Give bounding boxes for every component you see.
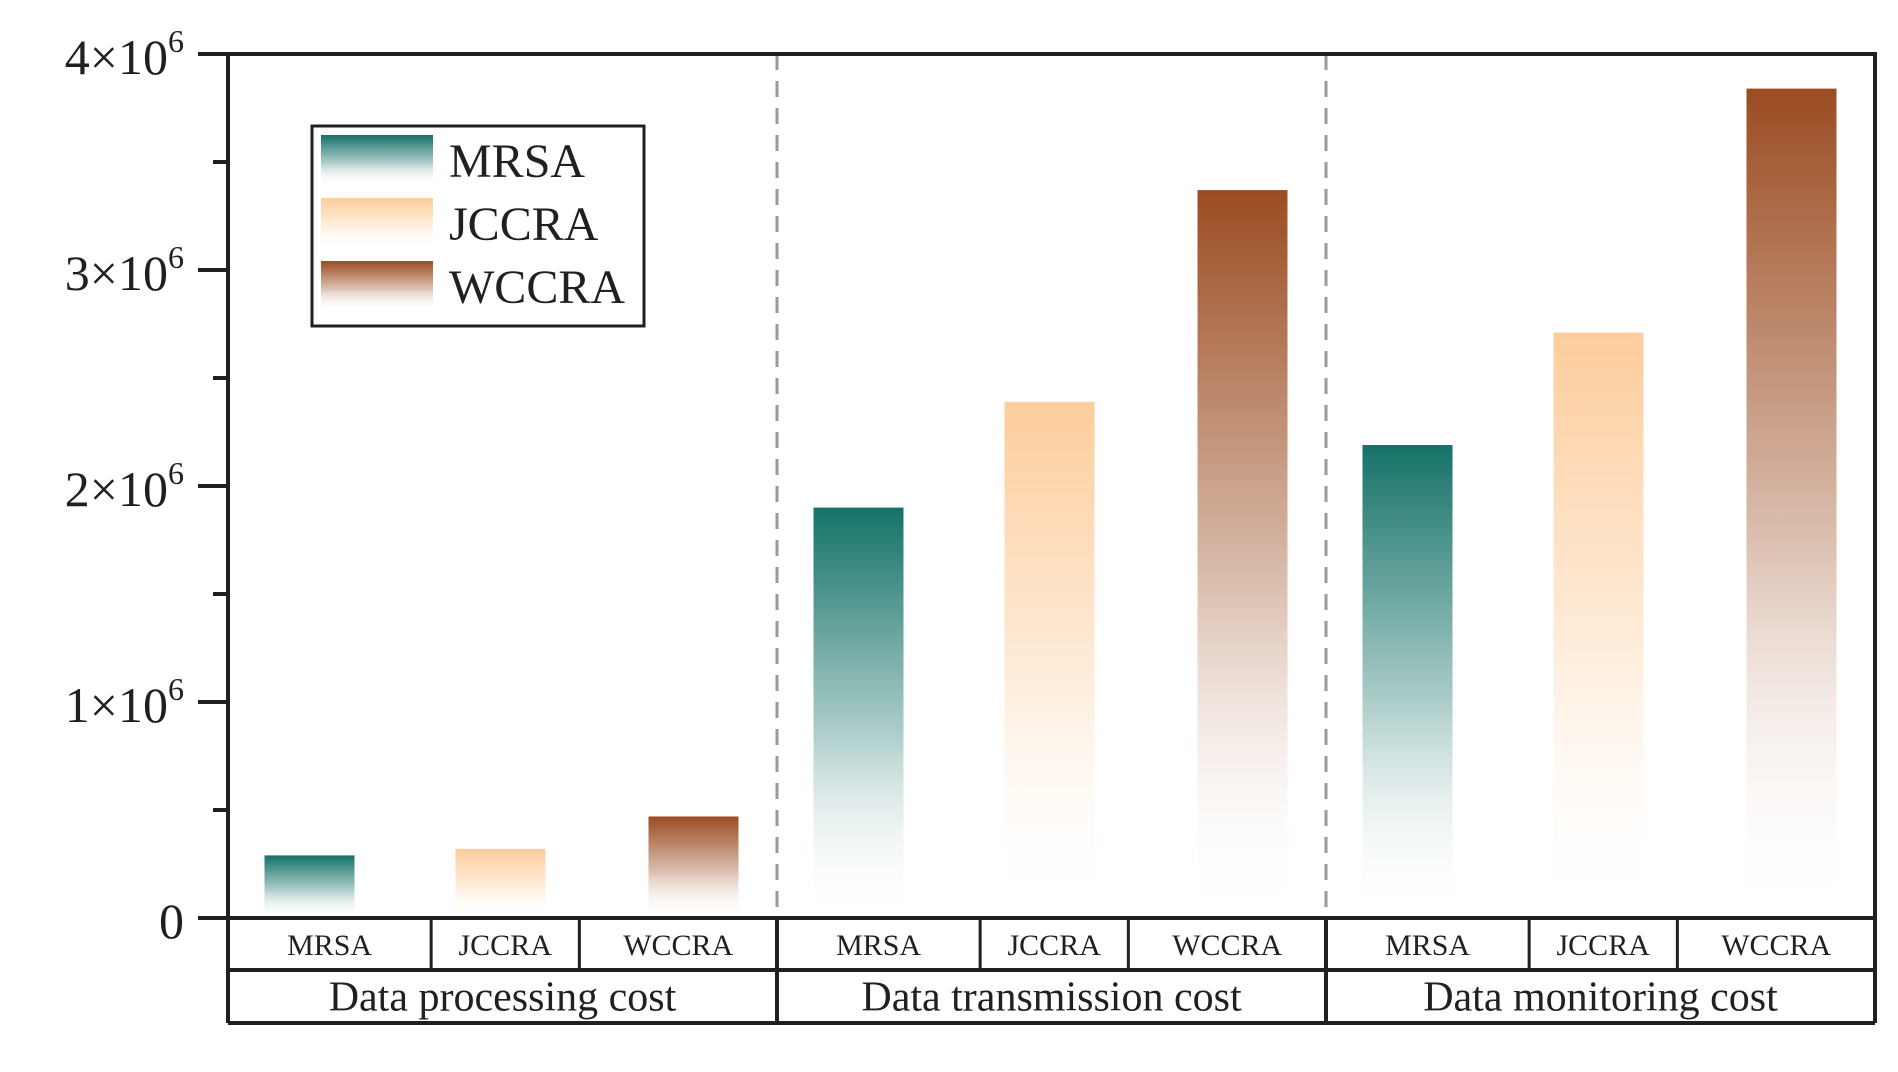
bars-layer <box>264 88 1837 919</box>
legend-swatch-jccra <box>321 198 433 248</box>
bar-jccra-2 <box>1004 401 1095 918</box>
group-label-2: Data transmission cost <box>861 975 1242 1021</box>
category-label-mrsa: MRSA <box>287 929 372 962</box>
y-tick-label: 0 <box>159 893 184 949</box>
category-table: MRSA JCCRA WCCRA Data processing cost MRSA JC… <box>226 918 1877 1025</box>
group-label-1: Data processing cost <box>329 975 677 1021</box>
category-label-wccra: WCCRA <box>623 929 733 962</box>
group-dividers <box>775 54 1328 918</box>
bar-jccra-3 <box>1553 332 1644 919</box>
category-label-mrsa: MRSA <box>1385 929 1470 962</box>
category-label-wccra: WCCRA <box>1721 929 1831 962</box>
legend: MRSA JCCRA WCCRA <box>310 124 646 328</box>
bar-mrsa-1 <box>264 855 355 918</box>
legend-label-wccra: WCCRA <box>449 261 625 314</box>
bar-wccra-2 <box>1197 190 1288 919</box>
y-tick-label: 1×106 <box>65 671 184 733</box>
legend-label-jccra: JCCRA <box>449 198 599 251</box>
category-label-jccra: JCCRA <box>1557 929 1651 962</box>
group-label-3: Data monitoring cost <box>1423 975 1778 1021</box>
legend-swatch-mrsa <box>321 135 433 185</box>
bar-wccra-3 <box>1746 88 1837 919</box>
y-tick-label: 3×106 <box>65 239 184 301</box>
y-tick-label: 4×106 <box>65 23 184 85</box>
category-label-mrsa: MRSA <box>836 929 921 962</box>
legend-swatch-wccra <box>321 261 433 311</box>
bar-mrsa-3 <box>1362 445 1453 918</box>
bar-wccra-1 <box>648 816 739 918</box>
bar-mrsa-2 <box>813 507 904 918</box>
y-tick-label: 2×106 <box>65 455 184 517</box>
y-axis-ticks: 0 1×106 2×106 3×106 4×106 <box>65 23 228 949</box>
category-label-jccra: JCCRA <box>459 929 553 962</box>
bar-jccra-1 <box>455 848 546 918</box>
category-label-wccra: WCCRA <box>1172 929 1282 962</box>
category-label-jccra: JCCRA <box>1008 929 1102 962</box>
legend-label-mrsa: MRSA <box>449 135 585 188</box>
